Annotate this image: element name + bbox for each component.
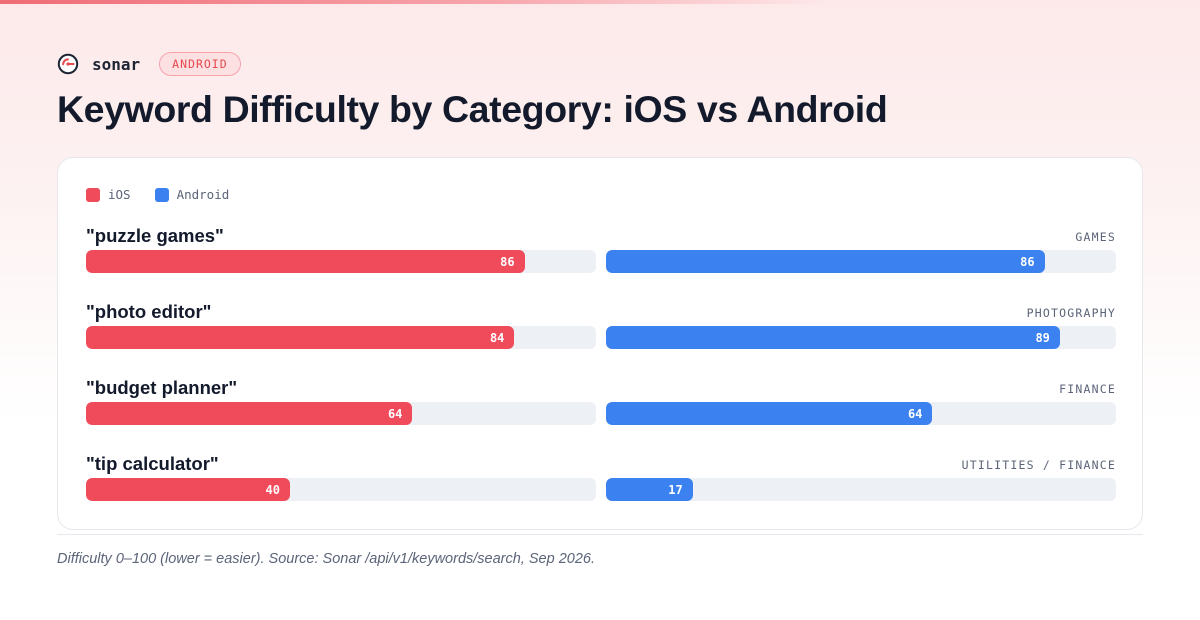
category-label: GAMES <box>1075 230 1116 244</box>
android-value-label: 17 <box>668 482 683 497</box>
keyword-label: "puzzle games" <box>86 225 224 246</box>
legend-label-ios: iOS <box>108 187 131 202</box>
ios-bar: 64 <box>86 402 413 425</box>
category-label: UTILITIES / FINANCE <box>961 458 1116 472</box>
android-bar: 89 <box>606 326 1060 349</box>
chart-row-photo-editor: "photo editor" PHOTOGRAPHY 84 89 <box>86 301 1116 351</box>
ios-bar-track: 64 <box>86 402 596 425</box>
category-label: PHOTOGRAPHY <box>1026 306 1116 320</box>
page-title: Keyword Difficulty by Category: iOS vs A… <box>57 88 888 130</box>
android-value-label: 86 <box>1020 254 1035 269</box>
footnote: Difficulty 0–100 (lower = easier). Sourc… <box>57 551 595 567</box>
keyword-label: "budget planner" <box>86 377 238 398</box>
ios-value-label: 86 <box>500 254 515 269</box>
chart-legend: iOS Android <box>86 187 253 202</box>
ios-bar-track: 84 <box>86 326 596 349</box>
legend-label-android: Android <box>176 187 230 202</box>
legend-item-ios: iOS <box>86 187 131 202</box>
brand-name: sonar <box>92 54 141 74</box>
legend-swatch-ios <box>86 187 100 202</box>
chart-row-puzzle-games: "puzzle games" GAMES 86 86 <box>86 225 1116 275</box>
chart-row-tip-calculator: "tip calculator" UTILITIES / FINANCE 40 17 <box>86 453 1116 503</box>
keyword-label: "photo editor" <box>86 301 212 322</box>
ios-bar-track: 86 <box>86 250 596 273</box>
ios-bar: 86 <box>86 250 525 273</box>
android-bar: 86 <box>606 250 1045 273</box>
legend-swatch-android <box>154 187 169 202</box>
android-bar-track: 86 <box>606 250 1116 273</box>
ios-bar-track: 40 <box>86 478 596 501</box>
android-value-label: 89 <box>1035 330 1050 345</box>
top-accent-bar <box>0 0 830 4</box>
ios-value-label: 64 <box>387 406 403 421</box>
android-value-label: 64 <box>907 406 923 421</box>
android-bar-track: 17 <box>606 478 1116 501</box>
brand-header: sonar ANDROID <box>57 52 241 76</box>
sonar-logo-icon <box>57 53 79 75</box>
chart-row-budget-planner: "budget planner" FINANCE 64 64 <box>86 377 1116 427</box>
chart-card: iOS Android "puzzle games" GAMES 86 86 "phot… <box>57 157 1143 530</box>
android-bar: 64 <box>606 402 933 425</box>
footer-divider <box>57 534 1143 535</box>
category-label: FINANCE <box>1059 382 1116 396</box>
android-bar-track: 89 <box>606 326 1116 349</box>
ios-bar: 84 <box>86 326 515 349</box>
android-bar-track: 64 <box>606 402 1116 425</box>
platform-badge: ANDROID <box>159 52 241 76</box>
android-bar: 17 <box>606 478 693 501</box>
keyword-label: "tip calculator" <box>86 453 219 474</box>
ios-bar: 40 <box>86 478 290 501</box>
legend-item-android: Android <box>154 187 230 202</box>
ios-value-label: 84 <box>489 330 505 345</box>
ios-value-label: 40 <box>265 482 280 497</box>
